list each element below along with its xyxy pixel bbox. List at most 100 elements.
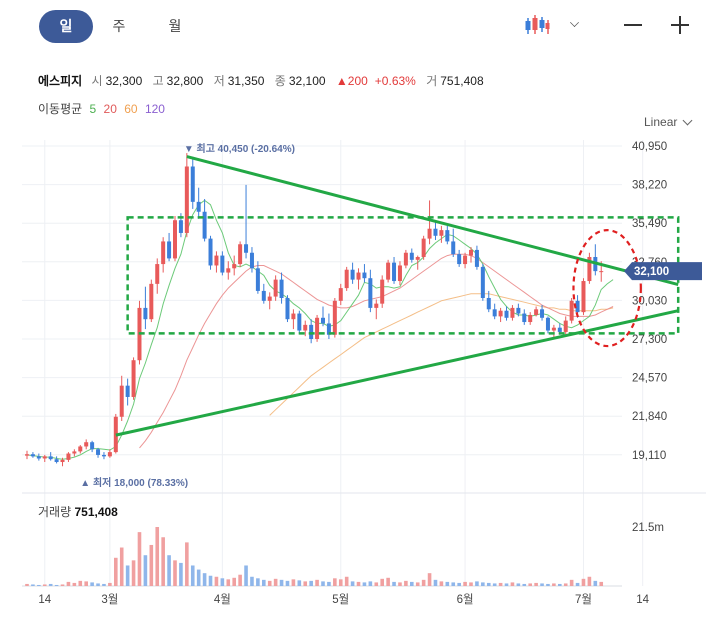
candlestick-icon[interactable]: [524, 12, 550, 38]
candle-body: [321, 317, 325, 324]
volume-bar: [575, 582, 580, 586]
candle-body: [238, 244, 243, 265]
volume-bar: [546, 583, 550, 586]
volume-bar: [486, 582, 491, 586]
close-value: 32,100: [288, 74, 326, 88]
candle-body: [48, 456, 53, 460]
volume-bar: [125, 565, 130, 586]
candle-body: [356, 272, 361, 280]
y-tick-label: 19,110: [632, 450, 666, 462]
volume-bar: [593, 580, 598, 586]
volume-bar: [303, 581, 308, 586]
candle-body: [291, 313, 296, 320]
volume-bar: [386, 577, 390, 586]
candle-body: [380, 279, 385, 304]
candle-body: [545, 317, 550, 331]
moving-average-lines: [26, 199, 614, 460]
candle-body: [392, 262, 397, 282]
volume-bar: [48, 583, 53, 586]
ma-120[interactable]: 120: [144, 102, 165, 116]
plus-icon-vertical[interactable]: [679, 16, 681, 34]
candle-body: [409, 252, 414, 260]
volume-bar: [510, 582, 515, 586]
volume-bars: [25, 527, 604, 586]
price-tag-text: 32,100: [634, 266, 669, 278]
candle-body: [267, 296, 272, 301]
volume-label: 거: [426, 74, 438, 88]
candle-body: [510, 307, 515, 318]
chart-grid: [22, 140, 706, 587]
ma5-line: [26, 199, 614, 460]
volume-axis-tick: 21.5m: [632, 522, 664, 534]
ma-5[interactable]: 5: [89, 102, 97, 116]
candle-body: [374, 303, 379, 308]
volume-bar: [522, 583, 527, 586]
candlesticks: [25, 153, 604, 467]
candle-body: [309, 324, 314, 339]
candle-body: [184, 166, 189, 233]
volume-bar: [558, 583, 562, 586]
volume-bar: [84, 581, 88, 586]
volume-panel-label: 거래량 751,408: [38, 503, 118, 520]
volume-bar: [202, 573, 207, 586]
volume-bar: [309, 580, 313, 586]
candle-body: [480, 266, 485, 298]
volume-bar: [516, 583, 521, 586]
tab-daily[interactable]: 일: [39, 10, 93, 43]
volume-bar: [291, 579, 296, 586]
candle-body: [551, 327, 556, 331]
volume-bar: [155, 527, 160, 586]
volume-bar: [469, 582, 473, 586]
candle-body: [403, 252, 408, 266]
scale-mode-select[interactable]: Linear: [644, 115, 678, 129]
candle-body: [173, 220, 177, 259]
candle-body: [575, 300, 580, 313]
candle-body: [155, 264, 160, 284]
volume-bar: [114, 557, 118, 586]
minus-icon[interactable]: [624, 24, 642, 26]
y-tick-label: 24,570: [632, 373, 667, 385]
volume-bar: [587, 576, 592, 586]
candle-body: [516, 307, 521, 314]
candle-body: [66, 453, 71, 460]
volume-bar: [60, 584, 65, 586]
ma-label: 이동평균: [38, 102, 83, 116]
volume-bar: [285, 580, 290, 586]
candle-body: [557, 327, 562, 332]
volume-bar: [267, 580, 272, 586]
volume-bar: [321, 581, 325, 586]
candle-body: [386, 262, 391, 280]
candle-body: [315, 317, 320, 339]
low-annotation: ▲ 최저 18,000 (78.33%): [80, 476, 188, 489]
volume-bar: [404, 580, 408, 586]
highlight-ellipse: [572, 229, 642, 348]
volume-bar: [232, 577, 236, 586]
candle-body: [214, 255, 219, 266]
candle-body: [25, 454, 29, 456]
candle-body: [368, 278, 373, 308]
moving-average-legend: 이동평균 5 20 60 120: [38, 100, 169, 117]
volume-bar: [433, 579, 438, 586]
volume-bar: [569, 579, 574, 586]
candle-body: [178, 220, 183, 233]
volume-bar: [504, 583, 509, 586]
candle-body: [143, 307, 148, 320]
candle-body: [469, 249, 473, 256]
volume-bar: [410, 581, 414, 586]
candle-body: [326, 323, 331, 335]
tab-monthly[interactable]: 월: [168, 18, 182, 34]
volume-bar: [238, 574, 242, 586]
volume-bar: [72, 582, 77, 586]
tab-weekly[interactable]: 주: [112, 18, 126, 34]
candle-body: [161, 241, 166, 265]
volume-bar: [137, 532, 142, 586]
candle-body: [232, 264, 237, 269]
x-tick-label: 14: [38, 594, 51, 606]
volume-bar: [344, 576, 349, 586]
volume-bar: [498, 582, 503, 586]
candle-body: [107, 452, 112, 457]
ma-60[interactable]: 60: [124, 102, 138, 116]
ma-20[interactable]: 20: [103, 102, 117, 116]
volume-bar: [279, 579, 284, 586]
